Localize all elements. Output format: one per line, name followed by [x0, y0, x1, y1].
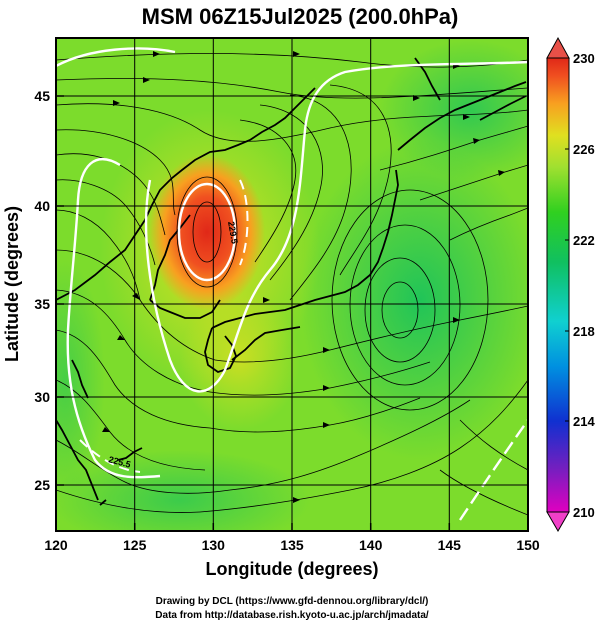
isotherm-dashed: [79, 439, 141, 473]
streamline: [56, 489, 351, 513]
contour-label: 229.5: [226, 221, 240, 245]
y-tick-label: 25: [34, 477, 50, 493]
colorbar-tick-label: 222: [573, 233, 595, 248]
wind-streamlines: [56, 53, 528, 516]
isotherm-inner: [177, 182, 237, 282]
streamline: [56, 129, 176, 216]
isotherm-outer: [144, 60, 528, 393]
streamline: [259, 104, 323, 281]
streamline-swirl: [192, 201, 222, 263]
streamline: [56, 439, 231, 494]
colorbar-tick-label: 210: [573, 505, 595, 520]
isotherm-southeast: [459, 419, 528, 521]
colorbar-bottom-arrow: [546, 511, 570, 532]
arrowhead: [102, 427, 110, 432]
colorbar-tick-label: 218: [573, 324, 595, 339]
cool-region-northeast: [380, 40, 528, 180]
arrowhead: [263, 297, 270, 303]
cool-region-south: [56, 450, 310, 531]
isotherm-north: [56, 47, 176, 68]
chart-title: MSM 06Z15Jul2025 (200.0hPa): [142, 4, 459, 29]
colorbar-ticks: [565, 57, 569, 513]
streamline: [449, 207, 528, 241]
x-tick-labels: 120 125 130 135 140 145 150: [44, 537, 540, 553]
streamline-swirl: [381, 281, 419, 339]
streamline: [56, 78, 528, 99]
coastline-japan-honshu: [211, 169, 399, 361]
y-tick-label: 40: [34, 198, 50, 214]
streamline-swirl: [349, 224, 461, 386]
arrowhead: [153, 51, 160, 57]
streamline-swirl: [331, 189, 489, 411]
arrowhead: [453, 317, 460, 323]
colorbar-top-arrow: [546, 36, 570, 59]
streamline: [289, 94, 352, 301]
isotherm-contours: [56, 47, 528, 521]
streamline: [56, 329, 211, 429]
streamline: [239, 119, 297, 263]
y-tick-label: 45: [34, 88, 50, 104]
arrowhead: [473, 138, 480, 144]
isotherm-dashed: [239, 179, 249, 266]
streamline-swirl: [364, 257, 436, 363]
colorbar-scale: [546, 57, 570, 513]
streamline: [214, 305, 528, 363]
arrowhead: [323, 347, 330, 353]
streamline: [56, 103, 528, 142]
arrowhead: [117, 335, 125, 340]
coastline-hokkaido: [397, 81, 527, 151]
colorbar-tick-label: 214: [573, 414, 595, 429]
cool-region-east: [300, 140, 528, 460]
streamline: [56, 179, 156, 266]
x-tick-label: 125: [123, 537, 147, 553]
x-tick-label: 145: [438, 537, 462, 553]
arrowhead: [293, 51, 300, 57]
streamline: [229, 399, 471, 491]
coastlines: [56, 57, 527, 506]
colorbar-tick-label: 226: [573, 142, 595, 157]
y-tick-labels: 25 30 35 40 45: [34, 88, 50, 493]
streamline: [56, 153, 166, 236]
graticule: [56, 38, 528, 531]
colorbar-tick-label: 230: [573, 51, 595, 66]
arrowhead: [463, 114, 470, 120]
streamline: [56, 53, 528, 68]
map-plot-area: 229.5 225.5: [56, 38, 528, 531]
colorbar: 210 214 218 222 226 230: [546, 36, 595, 532]
x-axis-label: Longitude (degrees): [205, 559, 378, 579]
streamline: [349, 379, 528, 491]
streamline: [56, 289, 211, 393]
y-tick-label: 30: [34, 389, 50, 405]
x-tick-label: 150: [516, 537, 540, 553]
tick-marks: [55, 95, 529, 531]
coastline-ryukyu: [99, 447, 143, 506]
streamline: [329, 84, 392, 276]
streamline: [56, 379, 206, 471]
arrowhead: [132, 293, 140, 300]
arrowhead: [143, 77, 150, 83]
arrowhead: [323, 385, 330, 391]
arrowhead: [323, 422, 330, 428]
x-tick-label: 130: [202, 537, 226, 553]
x-tick-label: 120: [44, 537, 68, 553]
x-tick-label: 135: [280, 537, 304, 553]
isotherm-contours-dashed: [79, 179, 249, 473]
warm-core: [149, 154, 265, 310]
y-tick-label: 35: [34, 296, 50, 312]
credit-drawing: Drawing by DCL (https://www.gfd-dennou.o…: [156, 596, 429, 607]
arrowhead: [498, 170, 505, 176]
streamline: [459, 419, 528, 471]
streamline: [56, 209, 141, 301]
arrowhead: [293, 497, 300, 503]
credit-data-source: Data from http://database.rish.kyoto-u.a…: [155, 610, 429, 621]
arrowhead: [113, 100, 120, 106]
isotherm-west: [66, 158, 161, 479]
streamline-swirl: [176, 176, 238, 288]
x-tick-label: 140: [359, 537, 383, 553]
y-axis-label: Latitude (degrees): [2, 206, 22, 362]
streamline-arrowheads: [102, 51, 505, 503]
